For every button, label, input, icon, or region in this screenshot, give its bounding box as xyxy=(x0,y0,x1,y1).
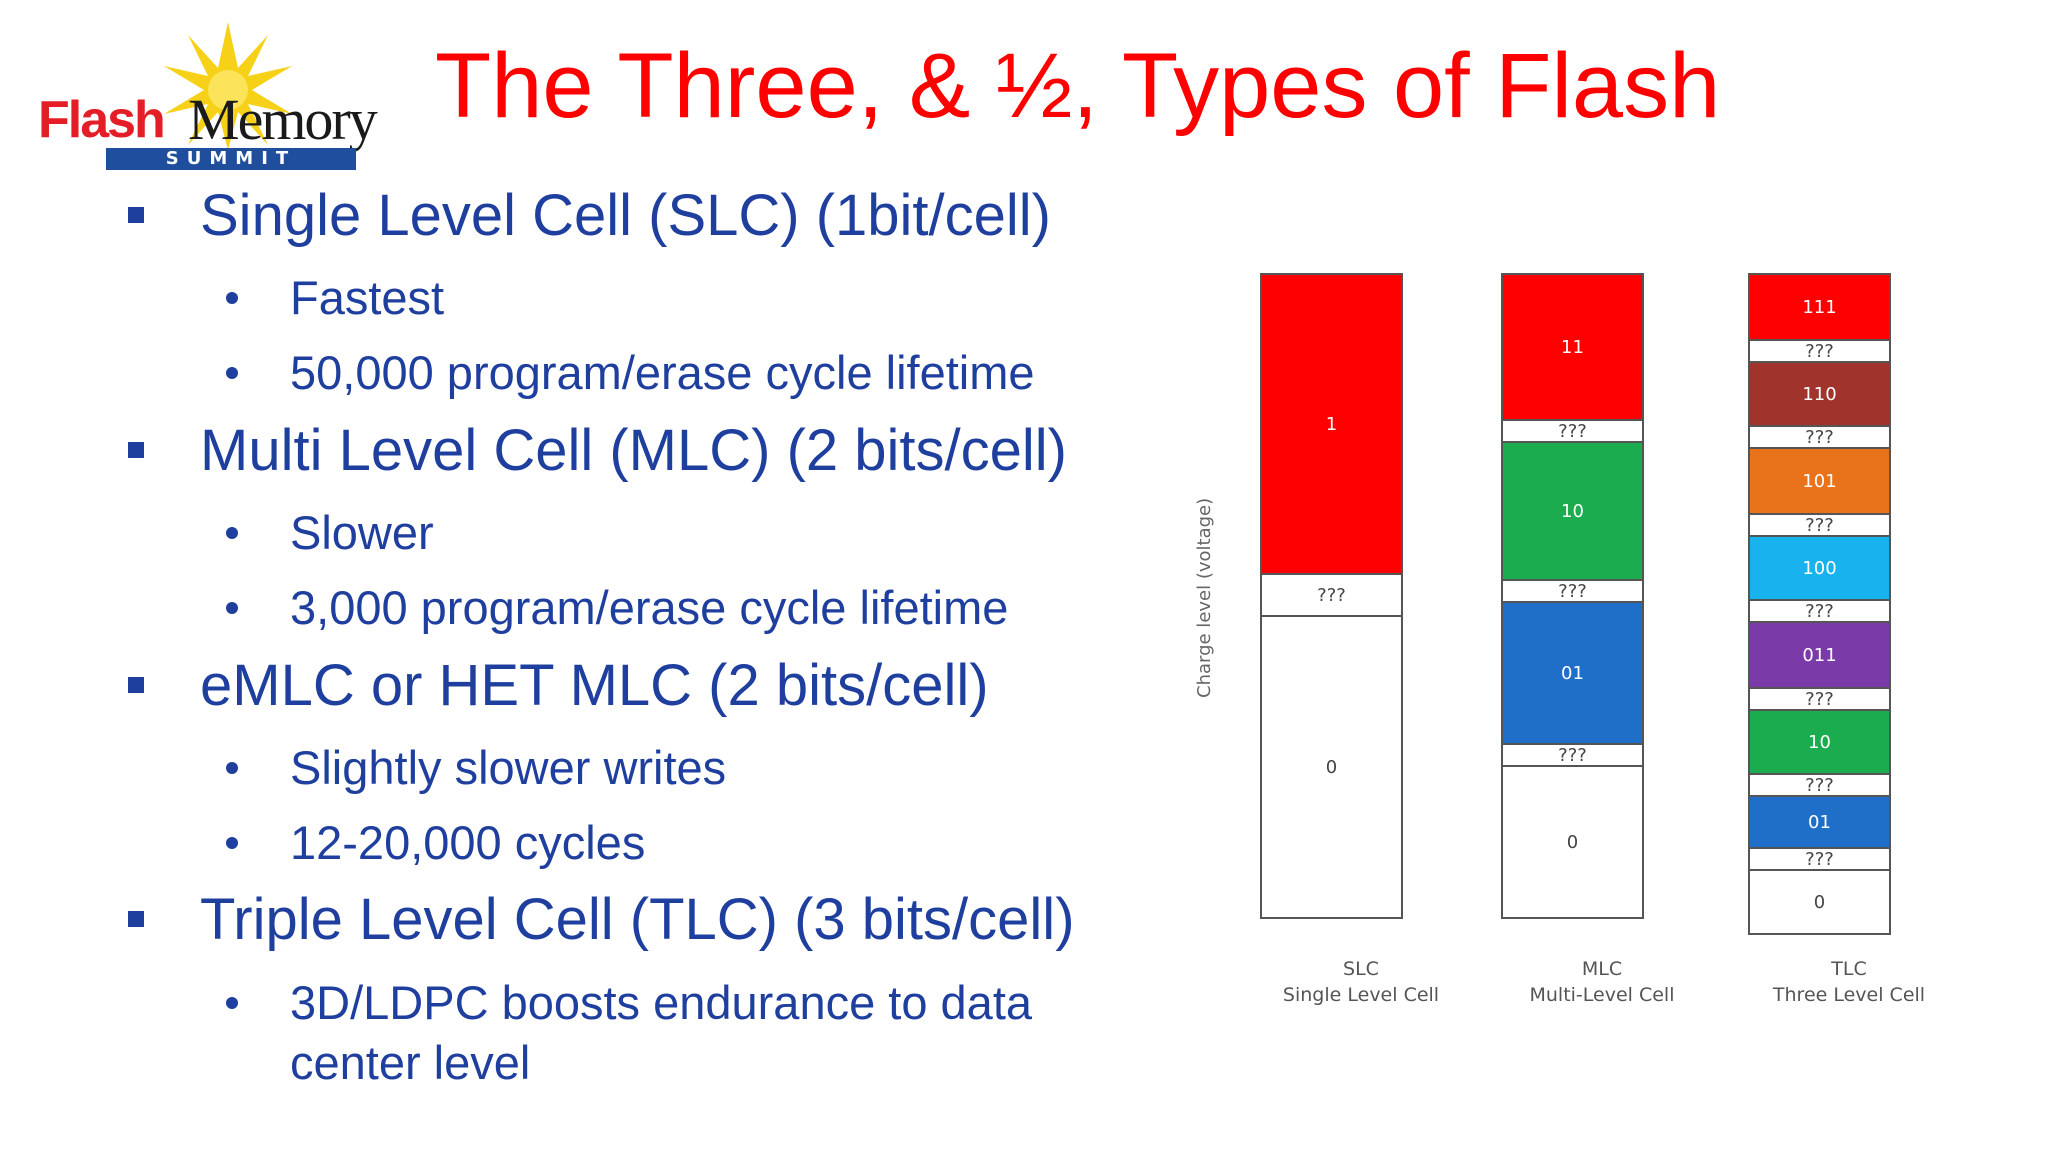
segment-label: ??? xyxy=(1805,689,1834,710)
column-label-slc: SLC Single Level Cell xyxy=(1261,956,1461,1008)
bullet-slc: Single Level Cell (SLC) (1bit/cell) xyxy=(200,183,1051,248)
sub-bullet: center level xyxy=(290,1036,531,1089)
charge-segment-tlc xyxy=(1748,621,1891,689)
column-label-tlc: TLC Three Level Cell xyxy=(1749,956,1949,1008)
segment-label: ??? xyxy=(1805,601,1834,622)
column-subtitle: Single Level Cell xyxy=(1282,984,1440,1006)
segment-label: ??? xyxy=(1558,745,1587,766)
charge-segment-mlc xyxy=(1501,601,1644,745)
segment-label: ??? xyxy=(1317,585,1346,606)
bullet-list: Single Level Cell (SLC) (1bit/cell) Fast… xyxy=(128,183,1075,1089)
column-subtitle: Multi-Level Cell xyxy=(1529,984,1675,1006)
bullet-square-icon xyxy=(128,677,144,693)
bullet-dot-icon xyxy=(226,367,238,379)
segment-label: ??? xyxy=(1805,427,1834,448)
charge-segment-tlc xyxy=(1748,535,1891,601)
segment-label: 1 xyxy=(1326,414,1337,435)
sub-bullet: Slightly slower writes xyxy=(290,741,727,794)
segment-label: 0 xyxy=(1567,832,1578,853)
bullet-dot-icon xyxy=(226,762,238,774)
segment-label: 100 xyxy=(1802,558,1836,579)
bullet-dot-icon xyxy=(226,997,238,1009)
logo-word-memory: Memory xyxy=(188,87,378,152)
logo-summit-badge: SUMMIT xyxy=(106,148,356,170)
column-name: SLC xyxy=(1343,958,1379,980)
cell-charge-diagram: Charge level (voltage) 1??? 0 11??? 10??? 01… xyxy=(1180,240,2000,1040)
segment-label: ??? xyxy=(1805,341,1834,362)
flash-memory-summit-logo: Flash Memory SUMMIT xyxy=(38,20,398,170)
sub-bullet: Slower xyxy=(290,506,434,559)
charge-segment-tlc xyxy=(1748,361,1891,427)
segment-label: 10 xyxy=(1561,501,1584,522)
segment-label: ??? xyxy=(1805,515,1834,536)
column-name: MLC xyxy=(1581,958,1623,980)
segment-label: 11 xyxy=(1561,337,1584,358)
sub-bullet: 50,000 program/erase cycle lifetime xyxy=(290,346,1035,399)
bullet-square-icon xyxy=(128,207,144,223)
bullet-dot-icon xyxy=(226,602,238,614)
segment-label: ??? xyxy=(1558,581,1587,602)
segment-label: 01 xyxy=(1561,663,1584,684)
column-subtitle: Three Level Cell xyxy=(1772,984,1926,1006)
logo-word-flash: Flash xyxy=(38,91,166,149)
segment-label: ??? xyxy=(1558,421,1587,442)
charge-segment-tlc xyxy=(1748,273,1891,341)
charge-segment-tlc xyxy=(1748,869,1891,935)
slide-title: The Three, & ½, Types of Flash xyxy=(435,35,1721,137)
charge-segment-slc xyxy=(1260,615,1403,919)
segment-label: 101 xyxy=(1802,471,1836,492)
cell-columns: 1???011???10???01???0111???110???101???1… xyxy=(1260,273,1891,935)
sub-bullet: 12-20,000 cycles xyxy=(290,816,646,869)
sub-bullet: Fastest xyxy=(290,271,445,324)
segment-label: ??? xyxy=(1805,849,1834,870)
segment-label: 110 xyxy=(1802,384,1836,405)
charge-segment-tlc xyxy=(1748,709,1891,775)
bullet-square-icon xyxy=(128,442,144,458)
bullet-emlc: eMLC or HET MLC (2 bits/cell) xyxy=(200,653,989,718)
sub-bullet: 3,000 program/erase cycle lifetime xyxy=(290,581,1009,634)
segment-label: ??? xyxy=(1805,775,1834,796)
bullet-tlc: Triple Level Cell (TLC) (3 bits/cell) xyxy=(200,887,1075,952)
sub-bullet: 3D/LDPC boosts endurance to data xyxy=(290,976,1033,1029)
segment-label: 01 xyxy=(1808,812,1831,833)
bullet-dot-icon xyxy=(226,837,238,849)
sunburst-icon xyxy=(164,22,292,150)
column-name: TLC xyxy=(1831,958,1867,980)
column-label-mlc: MLC Multi-Level Cell xyxy=(1502,956,1702,1008)
segment-label: 111 xyxy=(1802,297,1836,318)
segment-label: 10 xyxy=(1808,732,1831,753)
charge-segment-tlc xyxy=(1748,795,1891,849)
charge-segment-mlc xyxy=(1501,273,1644,421)
segment-label: 0 xyxy=(1326,757,1337,778)
charge-segment-mlc xyxy=(1501,765,1644,919)
bullet-square-icon xyxy=(128,911,144,927)
bullet-mlc: Multi Level Cell (MLC) (2 bits/cell) xyxy=(200,418,1067,483)
segment-label: 011 xyxy=(1802,645,1836,666)
bullet-dot-icon xyxy=(226,292,238,304)
segment-label: 0 xyxy=(1814,892,1825,913)
charge-segment-slc xyxy=(1260,273,1403,575)
bullet-dot-icon xyxy=(226,527,238,539)
